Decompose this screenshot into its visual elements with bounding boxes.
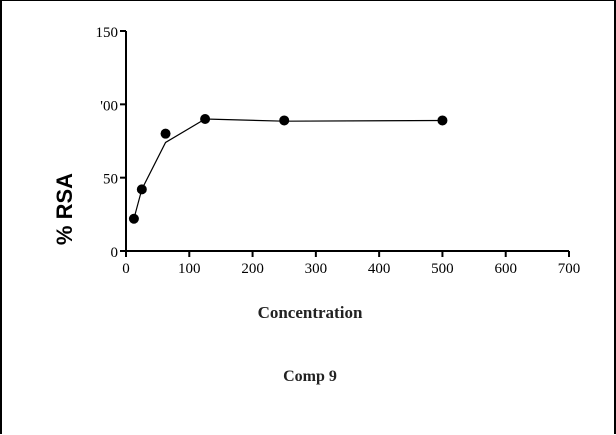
y-axis-label: % RSA — [52, 173, 77, 245]
x-tick-label: 0 — [122, 261, 130, 277]
data-point — [200, 114, 211, 124]
series-layer — [128, 114, 448, 224]
x-tick-label: 700 — [558, 261, 581, 277]
y-tick-label: 50 — [103, 172, 118, 188]
x-tick-label: 500 — [431, 261, 454, 277]
data-point — [128, 213, 139, 224]
x-tick-label: 100 — [178, 261, 201, 277]
x-tick-label: 600 — [494, 261, 517, 277]
x-tick-label: 300 — [305, 261, 328, 277]
series-line — [133, 118, 443, 219]
data-point — [160, 128, 171, 139]
x-tick-label: 200 — [241, 261, 264, 277]
data-point — [279, 115, 290, 126]
x-tick-label: 400 — [368, 261, 391, 277]
plot-axes: 0 100 200 300 400 500 600 700 0 50 '00 150 — [96, 25, 581, 277]
data-point — [136, 184, 147, 195]
x-axis-label: Concentration — [257, 303, 363, 322]
data-point — [437, 115, 448, 126]
y-tick-label: 150 — [96, 25, 119, 41]
compound-caption: Comp 9 — [283, 368, 337, 385]
y-tick-label: '00 — [100, 98, 118, 114]
y-tick-label: 0 — [111, 245, 119, 261]
